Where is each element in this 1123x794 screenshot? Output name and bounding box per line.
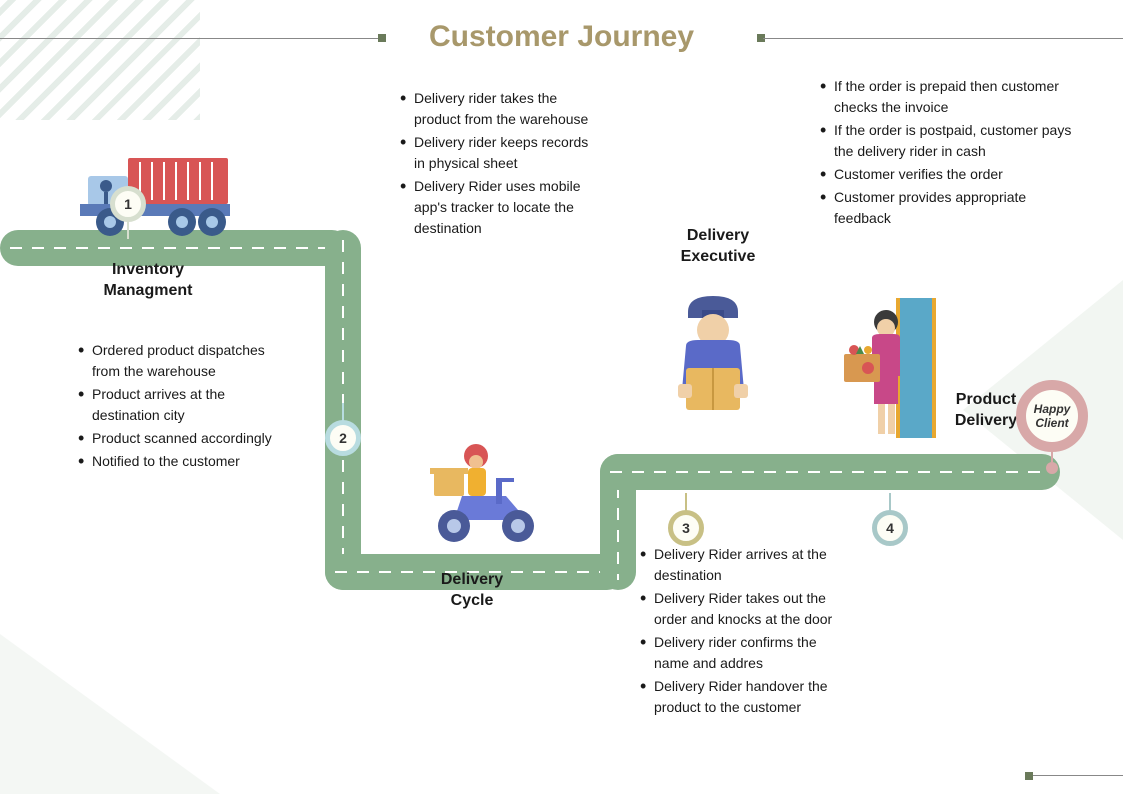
stage-bullets-delivery-cycle: Delivery rider takes the product from th…: [400, 88, 600, 241]
stage-bullets-product-delivery: If the order is prepaid then customer ch…: [820, 76, 1080, 231]
scooter-icon: [418, 438, 548, 553]
bullet-item: Delivery rider confirms the name and add…: [640, 632, 850, 674]
page-title: Customer Journey: [429, 20, 694, 54]
bg-triangle-bottom-left: [0, 634, 220, 794]
bullet-item: Notified to the customer: [78, 451, 278, 472]
journey-pin-3: 3: [668, 510, 704, 546]
journey-pin-1: 1: [110, 186, 146, 222]
stage-bullets-inventory: Ordered product dispatches from the ware…: [78, 340, 278, 474]
journey-pin-4: 4: [872, 510, 908, 546]
bullet-item: Delivery Rider handover the product to t…: [640, 676, 850, 718]
stage-title-delivery-executive: DeliveryExecutive: [648, 226, 788, 268]
bullet-item: If the order is postpaid, customer pays …: [820, 120, 1080, 162]
bullet-item: Ordered product dispatches from the ware…: [78, 340, 278, 382]
bullet-item: If the order is prepaid then customer ch…: [820, 76, 1080, 118]
journey-pin-2: 2: [325, 420, 361, 456]
bullet-item: Delivery Rider uses mobile app's tracker…: [400, 176, 600, 239]
happy-client-pin: HappyClient: [1016, 380, 1088, 452]
bullet-item: Delivery rider keeps records in physical…: [400, 132, 600, 174]
bullet-item: Customer verifies the order: [820, 164, 1080, 185]
bullet-item: Customer provides appropriate feedback: [820, 187, 1080, 229]
stage-title-inventory: InventoryManagment: [78, 260, 218, 302]
bullet-item: Delivery Rider arrives at the destinatio…: [640, 544, 850, 586]
happy-client-label: HappyClient: [1034, 402, 1071, 431]
bullet-item: Product scanned accordingly: [78, 428, 278, 449]
bg-diagonal-lines: [0, 0, 200, 120]
title-container: Customer Journey: [0, 20, 1123, 54]
footer-square: [1025, 772, 1033, 780]
title-rule-right: [763, 38, 1123, 39]
bullet-item: Delivery Rider takes out the order and k…: [640, 588, 850, 630]
stage-title-delivery-cycle: DeliveryCycle: [412, 570, 532, 612]
courier-icon: [658, 290, 768, 435]
truck-icon: [70, 150, 240, 245]
footer-rule: [1033, 775, 1123, 776]
bullet-item: Delivery rider takes the product from th…: [400, 88, 600, 130]
stage-bullets-delivery-executive: Delivery Rider arrives at the destinatio…: [640, 544, 850, 720]
bullet-item: Product arrives at the destination city: [78, 384, 278, 426]
road-segment-5: [600, 454, 1060, 490]
